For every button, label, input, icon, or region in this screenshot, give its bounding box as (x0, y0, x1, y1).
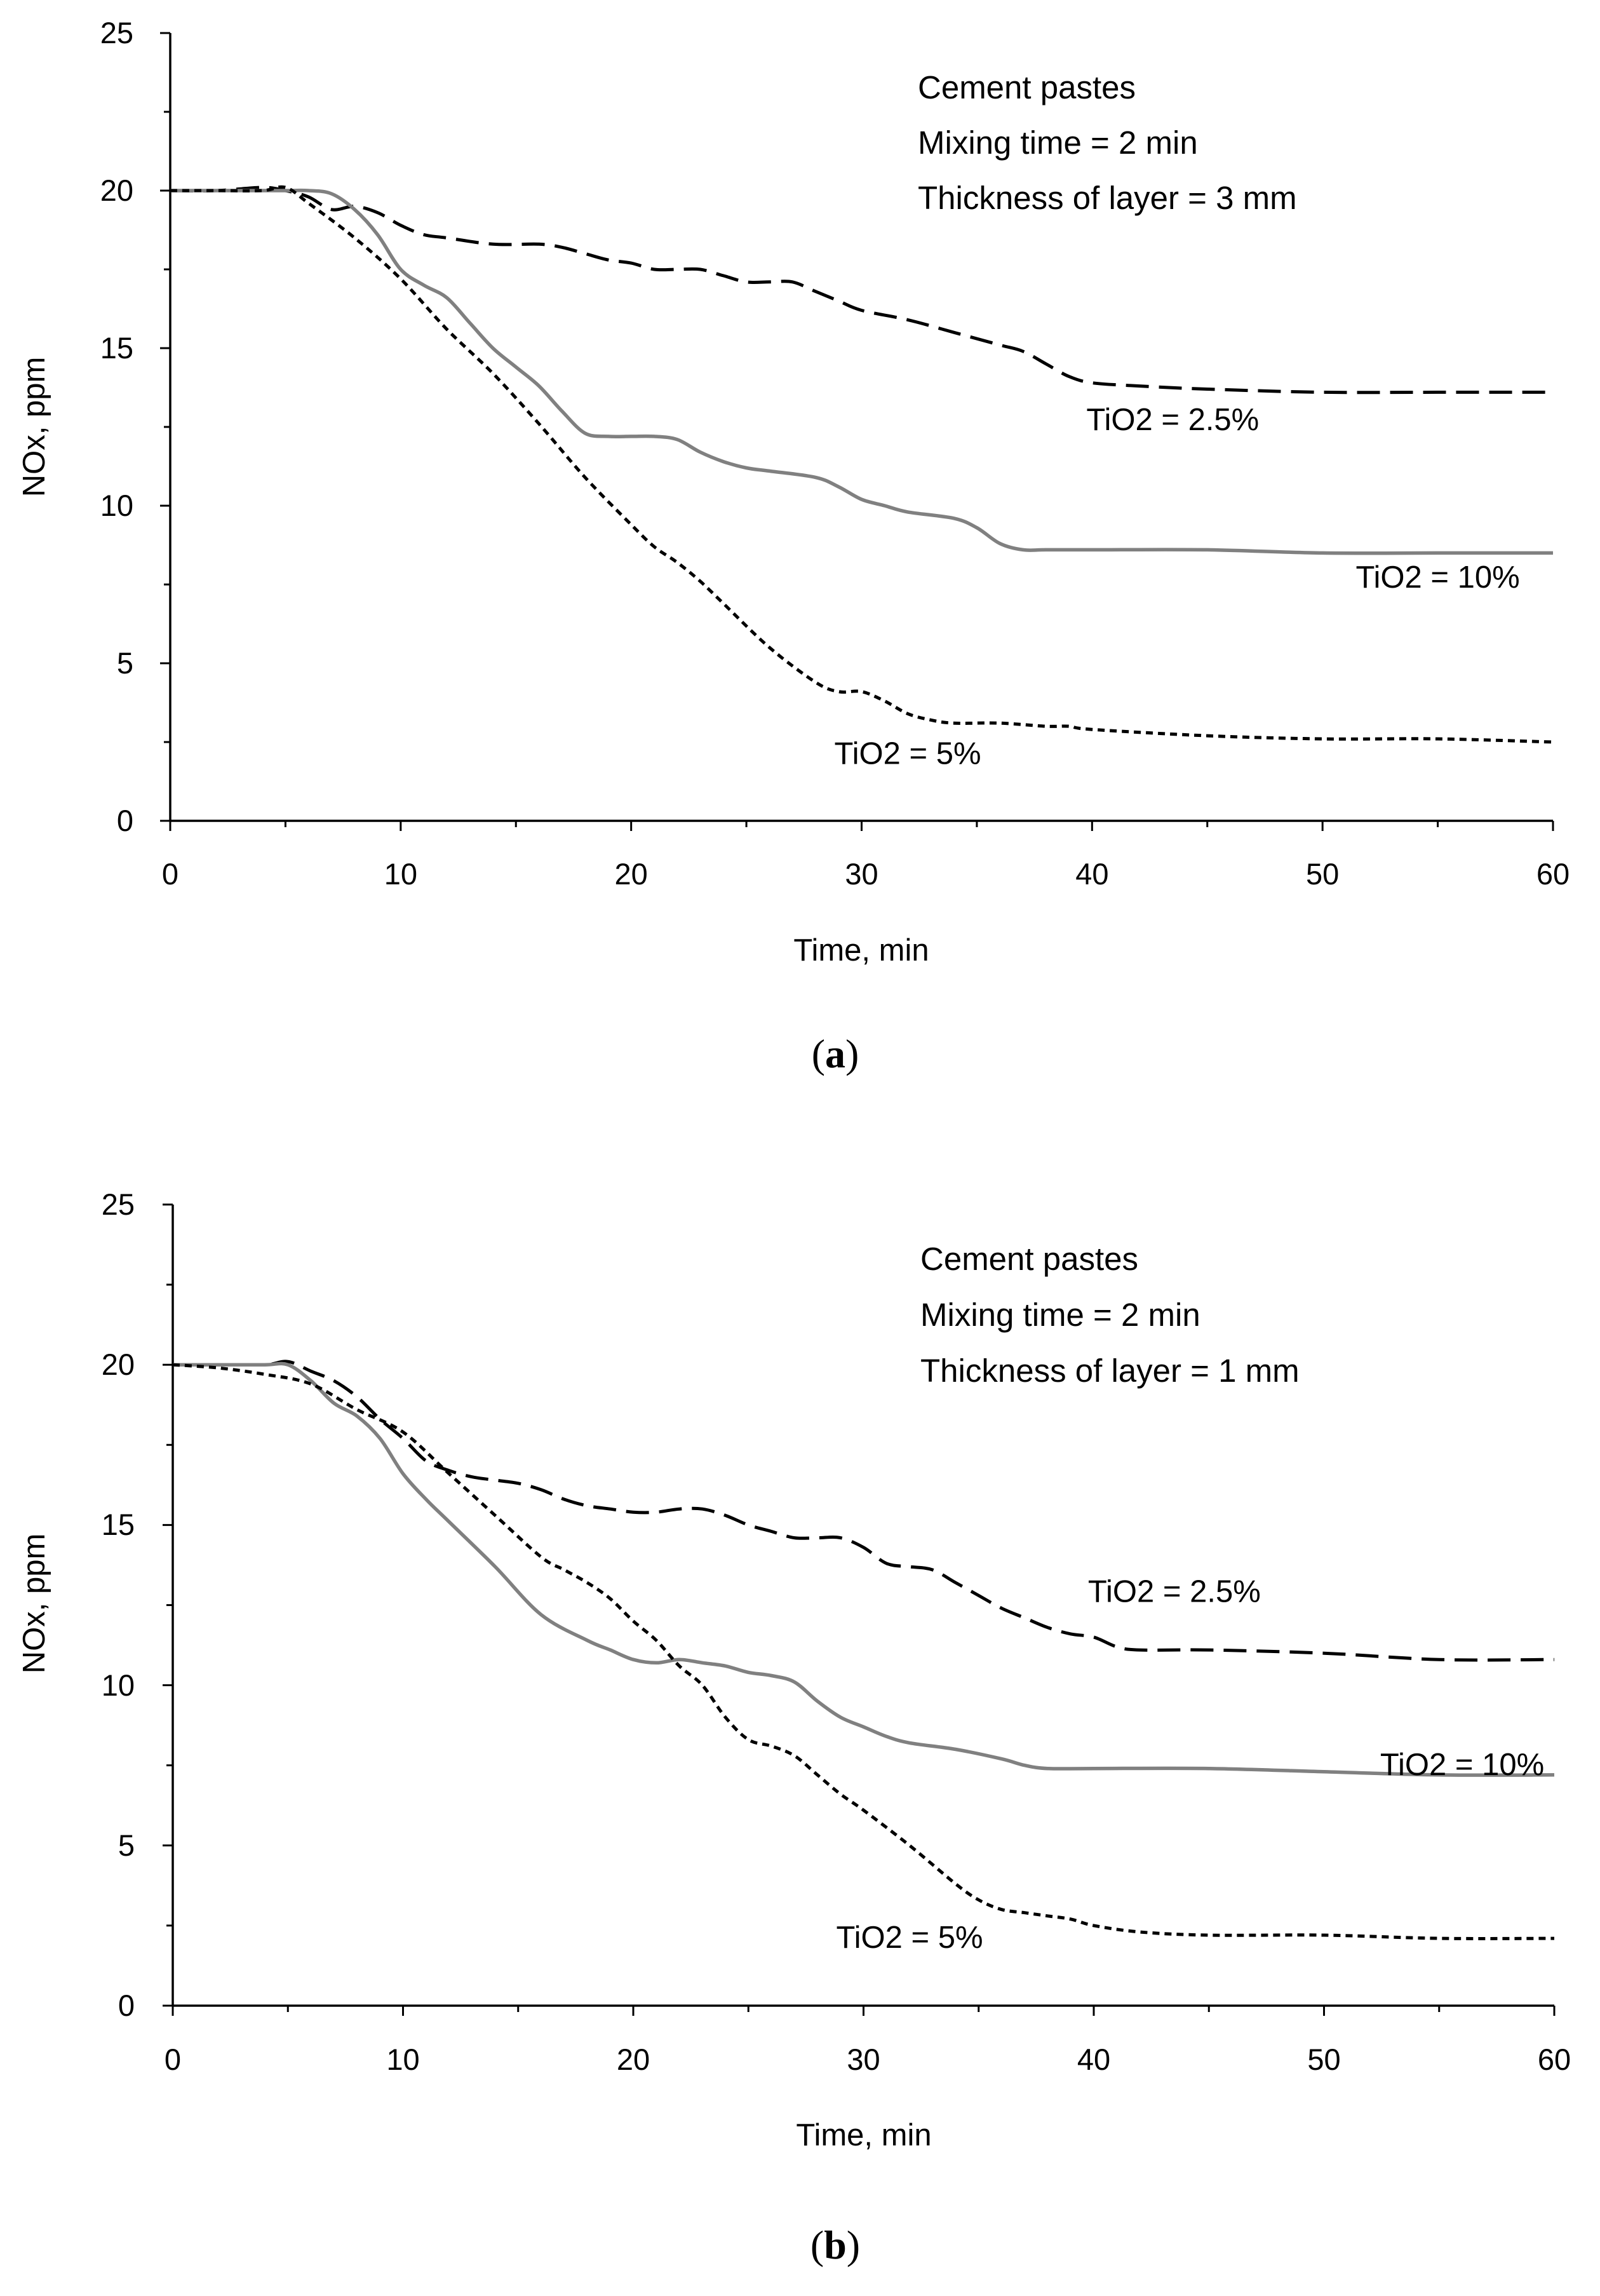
annotation-title-b: Cement pastes (920, 1241, 1138, 1277)
chart-panel-b: 0 5 10 15 20 25 0 10 20 30 40 50 60 Time… (17, 1187, 1571, 2267)
y-tick-label: 20 (102, 1347, 135, 1381)
x-tick-label: 20 (615, 857, 648, 891)
axis-ticks-a (160, 32, 1554, 831)
x-tick-label: 0 (162, 857, 178, 891)
axis-ticks-b (163, 1203, 1556, 2016)
x-tick-label: 40 (1075, 857, 1108, 891)
series-line-tio2-5 (170, 185, 1554, 744)
x-tick-label: 20 (617, 2043, 650, 2076)
y-tick-label: 25 (102, 1187, 135, 1221)
x-tick-label: 30 (847, 2043, 880, 2076)
y-tick-label: 5 (117, 646, 133, 680)
y-tick-label: 15 (100, 331, 133, 365)
x-tick-label: 10 (384, 857, 417, 891)
x-tick-label: 60 (1536, 857, 1570, 891)
x-tick-label: 60 (1538, 2043, 1571, 2076)
y-tick-label: 10 (100, 489, 133, 522)
annotation-mixing-a: Mixing time = 2 min (918, 125, 1198, 161)
y-axis-label-a: NOx, ppm (17, 357, 51, 497)
annotation-title-a: Cement pastes (918, 69, 1136, 105)
y-tick-label: 15 (102, 1508, 135, 1541)
series-line-tio2-10 (170, 188, 1553, 555)
x-tick-label: 0 (165, 2043, 181, 2076)
series-label-tio2-10: TiO2 = 10% (1355, 560, 1519, 595)
y-tick-label: 25 (100, 16, 133, 50)
y-axis-label-b: NOx, ppm (17, 1534, 51, 1674)
series-label-tio2-5: TiO2 = 5% (835, 737, 981, 771)
chart-panel-a: 0 5 10 15 20 25 0 10 20 30 40 50 60 Time… (17, 16, 1570, 1076)
panel-caption-a: (a) (812, 1031, 859, 1076)
series-line-tio2-10 (173, 1361, 1555, 1777)
x-tick-label: 30 (845, 857, 878, 891)
series-label-tio2-5: TiO2 = 5% (836, 1921, 983, 1955)
y-tick-label: 5 (118, 1828, 135, 1862)
x-tick-label: 40 (1077, 2043, 1110, 2076)
y-tick-label: 10 (102, 1668, 135, 1702)
y-tick-label: 20 (100, 173, 133, 207)
x-tick-label: 50 (1306, 857, 1339, 891)
annotation-thickness-a: Thickness of layer = 3 mm (918, 180, 1297, 216)
series-line-tio2-5 (172, 1363, 1555, 1940)
series-line-tio2-2.5 (173, 1360, 1555, 1662)
series-label-tio2-2.5: TiO2 = 2.5% (1088, 1574, 1261, 1609)
x-axis-label-a: Time, min (793, 933, 929, 968)
y-tick-label: 0 (117, 804, 133, 837)
series-label-tio2-10: TiO2 = 10% (1380, 1748, 1544, 1782)
annotation-thickness-b: Thickness of layer = 1 mm (920, 1353, 1300, 1389)
series-label-tio2-2.5: TiO2 = 2.5% (1086, 403, 1259, 437)
annotation-mixing-b: Mixing time = 2 min (920, 1297, 1200, 1333)
x-axis-label-b: Time, min (796, 2118, 931, 2152)
x-tick-label: 50 (1307, 2043, 1340, 2076)
panel-caption-b: (b) (810, 2222, 860, 2267)
x-tick-label: 10 (386, 2043, 419, 2076)
y-tick-label: 0 (118, 1989, 135, 2022)
series-line-tio2-2.5 (170, 186, 1553, 395)
